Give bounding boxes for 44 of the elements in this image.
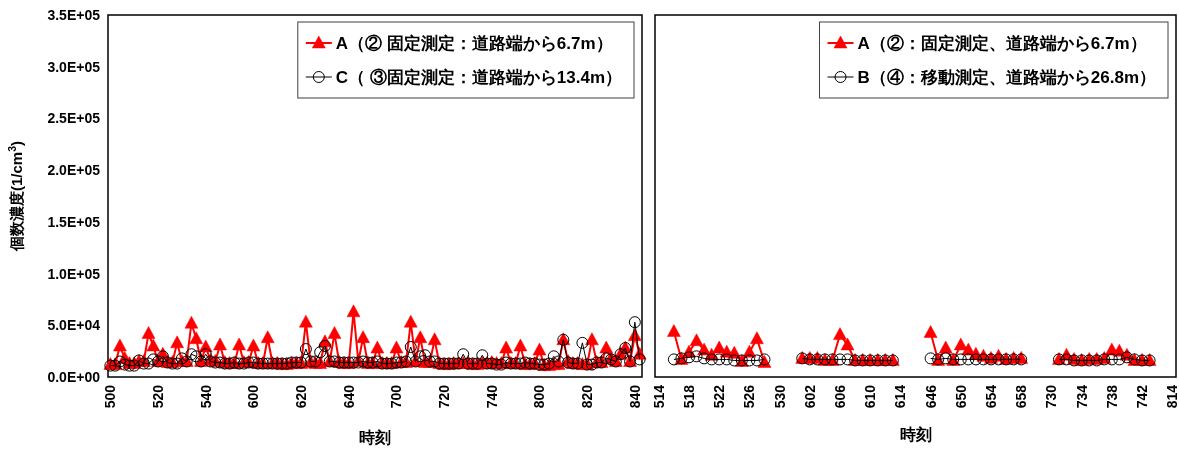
x-tick-label: 620	[293, 384, 310, 409]
y-tick-label: 3.5E+05	[47, 7, 101, 23]
x-tick-label: 658	[1013, 384, 1030, 409]
x-tick-label: 734	[1073, 384, 1090, 409]
y-tick-label: 1.0E+05	[47, 265, 101, 282]
x-tick-label: 520	[150, 384, 167, 409]
x-tick-label: 738	[1103, 384, 1120, 409]
x-tick-label: 610	[862, 384, 879, 409]
y-tick-label: 1.5E+05	[47, 213, 101, 230]
x-tick-label: 522	[711, 384, 728, 409]
x-tick-label: 720	[436, 384, 453, 409]
y-tick-label: 3.0E+05	[47, 58, 101, 75]
y-tick-label: 2.5E+05	[47, 110, 101, 127]
x-tick-label: 602	[801, 384, 818, 409]
x-tick-label: 650	[952, 384, 969, 409]
y-tick-label: 2.0E+05	[47, 162, 101, 179]
x-tick-label: 742	[1134, 384, 1151, 409]
y-tick-label: 0.0E+00	[47, 369, 101, 385]
x-tick-label: 820	[579, 384, 596, 409]
x-tick-label: 654	[983, 384, 1000, 409]
x-tick-label: 740	[483, 384, 500, 409]
x-tick-label: 700	[388, 384, 405, 409]
x-tick-label: 646	[922, 384, 939, 409]
legend-label: B（④：移動測定、道路端から26.8m）	[857, 68, 1156, 87]
x-tick-label: 640	[340, 384, 357, 409]
legend-label: A（②：固定測定、道路端から6.7m）	[857, 34, 1147, 53]
x-tick-label: 600	[245, 384, 262, 409]
x-tick-label: 500	[102, 384, 119, 409]
x-axis-title: 時刻	[359, 429, 391, 446]
x-tick-label: 800	[531, 384, 548, 409]
x-tick-label: 730	[1043, 384, 1060, 409]
x-tick-label: 526	[741, 384, 758, 409]
x-tick-label: 614	[892, 384, 909, 409]
x-tick-label: 514	[650, 384, 667, 409]
x-tick-label: 840	[626, 384, 643, 409]
x-tick-label: 606	[831, 384, 848, 409]
x-tick-label: 518	[680, 384, 697, 409]
legend-label: A（② 固定測定：道路端から6.7m）	[335, 34, 613, 53]
x-tick-label: 814	[1164, 384, 1179, 409]
x-tick-label: 530	[771, 384, 788, 409]
legend-label: C（ ③固定測定：道路端から13.4m）	[335, 68, 622, 87]
y-tick-label: 5.0E+04	[47, 317, 101, 334]
x-tick-label: 540	[197, 384, 214, 409]
x-axis-title: 時刻	[899, 426, 932, 443]
